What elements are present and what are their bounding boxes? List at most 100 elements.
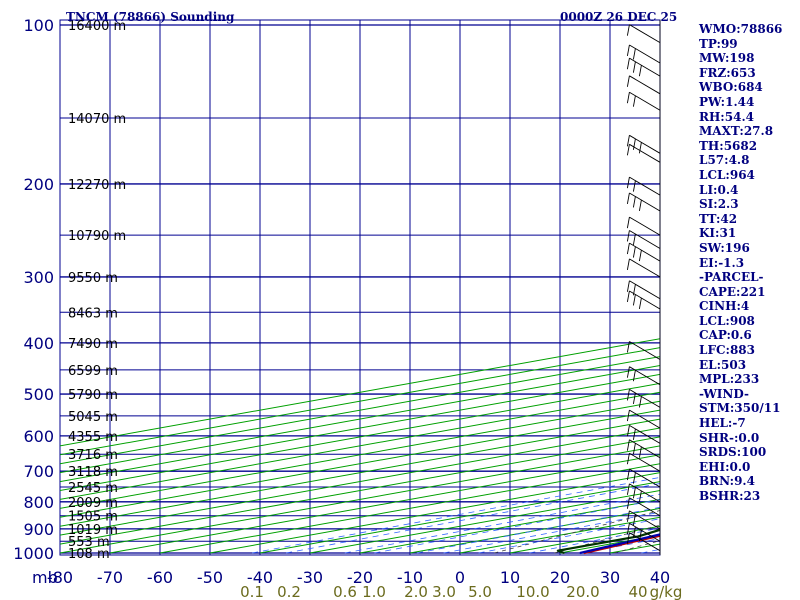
wind-barb-flag — [626, 44, 630, 57]
parcel-data-point — [579, 552, 581, 554]
sounding-index-item: MAXT:27.8 — [699, 124, 774, 139]
mixing-ratio-label: 0.6 — [333, 583, 357, 600]
chart-time: 0000Z 26 DEC 25 — [560, 10, 677, 24]
wind-barb-flag — [626, 280, 630, 292]
wind-barb — [629, 230, 661, 249]
height-label: 108 m — [68, 547, 110, 562]
wind-barb-flag — [626, 144, 630, 156]
skewed-isotherm — [60, 347, 660, 456]
wind-barb — [629, 497, 661, 517]
pressure-tick-label: 800 — [23, 493, 54, 512]
height-label: 2009 m — [68, 496, 118, 511]
wind-barb — [629, 522, 661, 542]
wind-barb-flag — [632, 428, 636, 440]
sounding-index-item: FRZ:653 — [699, 65, 756, 80]
sounding-index-item: HEL:-7 — [699, 416, 746, 431]
mixing-ratio-line — [417, 506, 660, 554]
sounding-index-item: RH:54.4 — [699, 109, 754, 124]
wind-barb-flag — [626, 453, 630, 465]
temperature-tick-label: -10 — [397, 568, 423, 587]
sounding-index-item: EI:-1.3 — [699, 255, 745, 270]
wind-barb-flag — [626, 192, 630, 205]
wind-barb-flag — [638, 396, 642, 408]
pressure-tick-label: 1000 — [13, 544, 54, 563]
sounding-profiles — [556, 515, 753, 555]
wind-barb-flag — [626, 92, 630, 104]
skewed-isotherm — [60, 427, 660, 536]
mixing-ratio-label: 0.2 — [277, 583, 301, 600]
wind-barb-flag — [632, 233, 636, 246]
height-label: 6599 m — [68, 364, 118, 379]
wind-barb-flag — [626, 366, 630, 378]
temperature-tick-label: -70 — [97, 568, 123, 587]
wind-barb — [629, 468, 661, 488]
mixing-ratio-line — [374, 499, 660, 554]
sounding-index-item: LCL:908 — [699, 313, 755, 328]
skewed-isotherm — [60, 436, 660, 545]
wind-barb — [629, 192, 661, 212]
wind-barb-flag — [626, 217, 630, 229]
height-label: 8463 m — [68, 306, 118, 321]
sounding-index-item: -PARCEL- — [699, 270, 764, 285]
sounding-index-item: LCL:964 — [699, 167, 755, 182]
wind-barb-flag — [638, 530, 642, 542]
wind-barb-flag — [632, 196, 636, 208]
sounding-indices-panel: WMO:78866 TP:99 MW:198 FRZ:653 WBO:684 PW:1.4… — [699, 22, 782, 504]
sounding-index-item: TT:42 — [699, 211, 738, 226]
wind-barb-flag — [632, 370, 636, 382]
sounding-index-item: CAPE:221 — [699, 284, 766, 299]
wind-barb — [629, 134, 661, 154]
parcel-data-point — [684, 528, 686, 530]
height-label: 4355 m — [68, 430, 118, 445]
temperature-tick-label: 10 — [500, 568, 520, 587]
wind-barb — [629, 75, 661, 95]
wind-barb — [629, 143, 661, 163]
wind-barb-flag — [626, 290, 630, 303]
skewed-isotherm — [60, 418, 660, 527]
height-label: 9550 m — [68, 271, 118, 286]
mixing-ratio-label: 40 — [628, 583, 647, 600]
mixing-ratio-label: 1.0 — [362, 583, 386, 600]
wind-barb-flag — [626, 230, 630, 242]
wind-barb — [629, 44, 661, 64]
wind-barb-flag — [626, 24, 630, 36]
wind-barb — [629, 483, 661, 503]
mixing-ratio-label: 5.0 — [468, 583, 492, 600]
dewpoint-data-point — [731, 515, 733, 517]
wind-barb — [629, 452, 661, 472]
adiabat-lines — [60, 184, 800, 554]
mixing-ratio-line — [252, 476, 660, 554]
wind-barb-flag — [638, 65, 642, 77]
dry-adiabat — [794, 184, 800, 553]
wind-barb-flag — [638, 490, 642, 502]
sounding-index-item: L57:4.8 — [699, 153, 750, 168]
wind-barb-flag — [626, 468, 630, 481]
wind-barb-flag — [632, 246, 636, 258]
wind-barb-flag — [632, 180, 636, 192]
dewpoint-data-point — [563, 552, 565, 554]
temperature-data-point — [751, 515, 753, 517]
temperature-tick-label: -40 — [247, 568, 273, 587]
temperature-tick-label: -30 — [297, 568, 323, 587]
skewed-isotherm — [60, 356, 660, 465]
wind-barb — [629, 91, 661, 111]
height-label: 5790 m — [68, 388, 118, 403]
wind-barb-flag — [632, 61, 636, 73]
wind-barb-flag — [632, 138, 636, 150]
mixing-ratio-label: 10.0 — [516, 583, 549, 600]
dewpoint-data-point — [557, 549, 559, 552]
chart-title: TNCM (78866) Sounding — [66, 10, 235, 24]
wind-barb — [629, 341, 661, 360]
pressure-tick-label: 500 — [23, 385, 54, 404]
height-label: 1505 m — [68, 510, 118, 525]
sounding-index-item: WBO:684 — [699, 80, 763, 95]
wind-barb-flag — [626, 410, 630, 422]
wind-barb-flag — [626, 510, 630, 522]
mixing-ratio-label: 0.1 — [240, 583, 264, 600]
sounding-index-item: EL:503 — [699, 357, 747, 372]
wind-barb-flag — [638, 250, 642, 262]
wind-barb — [629, 424, 661, 444]
mixing-ratio-line — [286, 483, 660, 554]
temperature-data-point — [662, 534, 664, 536]
wind-barb — [629, 280, 661, 300]
